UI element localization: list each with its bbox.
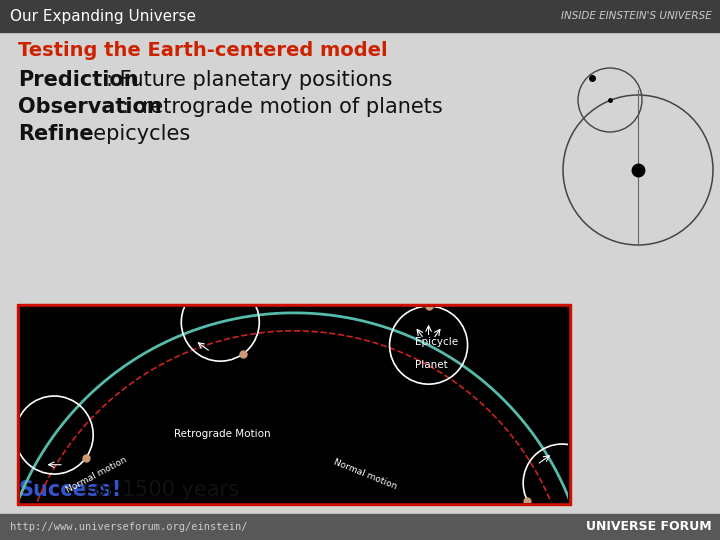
Text: For 1500 years: For 1500 years [76, 480, 239, 500]
Text: Prediction: Prediction [18, 70, 139, 90]
Text: :  epicycles: : epicycles [73, 124, 190, 144]
Bar [0, 32, 720, 514]
Bar [0, 514, 720, 540]
Text: Refine: Refine [18, 124, 94, 144]
Bar [17, 304, 571, 505]
Text: : Future planetary positions: : Future planetary positions [106, 70, 392, 90]
Text: http://www.universeforum.org/einstein/: http://www.universeforum.org/einstein/ [10, 522, 248, 532]
Text: INSIDE EINSTEIN'S UNIVERSE: INSIDE EINSTEIN'S UNIVERSE [562, 11, 712, 21]
Text: Planet: Planet [415, 361, 447, 370]
Text: Our Expanding Universe: Our Expanding Universe [10, 9, 196, 24]
Text: Testing the Earth-centered model: Testing the Earth-centered model [18, 40, 387, 59]
Text: Normal motion: Normal motion [65, 455, 129, 495]
Text: Retrograde Motion: Retrograde Motion [174, 429, 271, 438]
Text: :  retrograde motion of planets: : retrograde motion of planets [122, 97, 443, 117]
Bar [20, 307, 568, 502]
Text: Normal motion: Normal motion [333, 458, 398, 491]
Text: Observation: Observation [18, 97, 162, 117]
Text: UNIVERSE FORUM: UNIVERSE FORUM [586, 521, 712, 534]
Text: Success!: Success! [18, 480, 121, 500]
Bar [0, 0, 720, 32]
Text: Epicycle: Epicycle [415, 337, 458, 347]
